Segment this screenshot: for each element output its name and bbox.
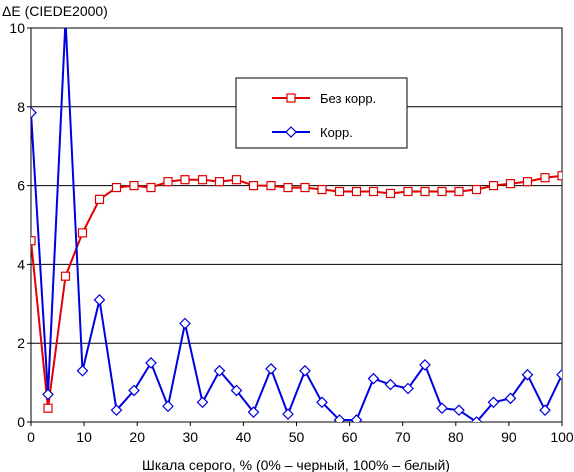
x-tick-label: 0: [27, 429, 35, 445]
series-1-point: [317, 184, 327, 195]
series-1-point: [437, 186, 447, 197]
series-2-point: [265, 362, 277, 375]
series-2-point: [367, 372, 380, 385]
series-1-point: [43, 403, 53, 413]
series-2-point: [76, 364, 89, 377]
x-tick-label: 60: [342, 429, 358, 445]
series-2-point: [521, 368, 534, 381]
series-1-point: [77, 228, 88, 238]
series-2-point: [487, 396, 500, 409]
series-1-point: [248, 181, 259, 191]
series-2-point: [230, 384, 243, 397]
series-1-point: [471, 184, 482, 195]
x-tick-label: 40: [236, 429, 252, 445]
legend-marker-2: [285, 126, 297, 138]
series-2-point: [470, 416, 483, 422]
x-tick-label: 80: [448, 429, 464, 445]
series-1-point: [385, 188, 396, 199]
series-2-point: [453, 404, 465, 417]
x-axis-title: Шкала серого, % (0% – черный, 100% – бел…: [142, 457, 450, 472]
series-2-point: [179, 317, 191, 330]
y-tick-label: 6: [17, 178, 25, 194]
series-1-point: [60, 271, 71, 281]
series-1-point: [214, 177, 225, 187]
x-tick-label: 90: [501, 429, 517, 445]
y-tick-label: 10: [9, 20, 25, 36]
legend-label-1: Без корр.: [320, 91, 376, 106]
legend-label-2: Корр.: [320, 125, 353, 140]
series-group: [31, 28, 562, 422]
series-1-point: [180, 175, 190, 185]
series-2-point: [539, 404, 551, 417]
series-1-point: [197, 175, 208, 185]
series-2-point: [31, 106, 37, 119]
series-1-point: [505, 179, 516, 189]
series-2-point: [247, 406, 260, 418]
series-2-point: [384, 378, 397, 391]
series-1-point: [540, 173, 550, 183]
series-2-point: [42, 388, 54, 401]
series-2-point: [145, 357, 157, 369]
series-1-point: [557, 171, 562, 181]
x-tick-label: 70: [395, 429, 411, 445]
series-2-point: [504, 392, 517, 405]
series-1-point: [94, 194, 105, 204]
series-2-point: [419, 359, 431, 371]
series-2-point: [350, 414, 363, 422]
series-1-point: [334, 186, 345, 197]
series-1-point: [231, 175, 242, 185]
series-1-point: [420, 186, 430, 197]
x-axis: 0 10 20 30 40 50 60 70 80 90 100: [27, 422, 574, 445]
y-axis: 0 2 4 6 8 10: [9, 20, 31, 430]
series-2-point: [110, 404, 123, 417]
series-1-point: [283, 182, 293, 193]
legend-marker-1: [286, 93, 296, 103]
series-2-point: [402, 382, 414, 395]
legend: Без корр. Корр.: [235, 77, 408, 149]
y-tick-label: 2: [17, 335, 25, 351]
series-1-point: [146, 182, 156, 193]
legend-box: [235, 77, 408, 149]
series-2-point: [282, 408, 294, 420]
x-tick-label: 100: [550, 429, 574, 445]
series-2-point: [316, 396, 328, 409]
series-1-point: [163, 177, 173, 187]
series-2-point: [556, 368, 562, 381]
series-1-point: [31, 236, 36, 246]
series-1-point: [403, 186, 413, 197]
series-1-point: [266, 181, 276, 191]
series-2-point: [299, 364, 311, 377]
x-tick-label: 50: [289, 429, 305, 445]
y-axis-title: ΔE (CIEDE2000): [2, 3, 108, 19]
y-tick-label: 4: [17, 256, 25, 272]
y-tick-label: 8: [17, 99, 25, 115]
x-tick-label: 20: [129, 429, 145, 445]
series-1-point: [129, 181, 139, 191]
series-1-point: [351, 186, 362, 197]
series-2-point: [162, 400, 174, 413]
y-tick-label: 0: [17, 414, 25, 430]
series-2-point: [93, 294, 106, 306]
series-1-point: [368, 186, 379, 197]
series-2-point: [128, 384, 140, 397]
series-1-point: [488, 181, 499, 191]
series-2-point: [333, 414, 346, 422]
x-tick-label: 30: [183, 429, 199, 445]
series-1-point: [111, 182, 122, 193]
series-1-point: [300, 182, 310, 193]
series-2-point: [436, 402, 448, 415]
series-1-point: [522, 177, 533, 187]
series-2-point: [196, 396, 209, 409]
x-tick-label: 10: [76, 429, 92, 445]
series-2-point: [213, 364, 226, 377]
series-1-point: [454, 186, 464, 197]
